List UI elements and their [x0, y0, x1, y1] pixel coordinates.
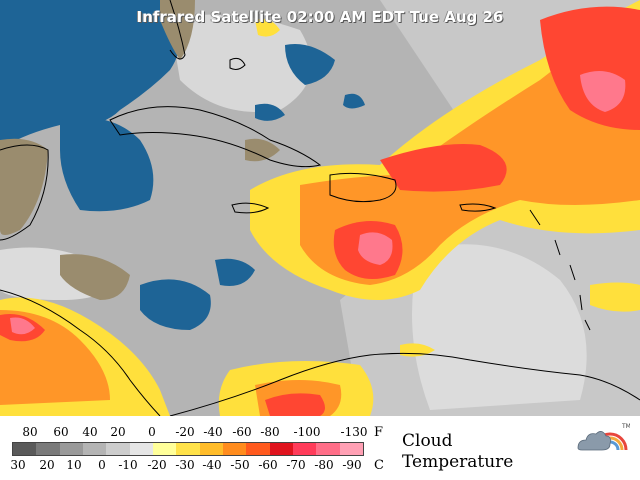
coastline-cuba	[109, 106, 322, 168]
c-tick: 20	[39, 458, 55, 472]
c-tick: 30	[10, 458, 26, 472]
cloud-temperature-label: Cloud Temperature	[402, 431, 513, 473]
fahrenheit-scale: 80 60 40 20 0 -20 -40 -60 -80 -100 -130	[10, 425, 368, 439]
f-tick: -40	[203, 425, 223, 439]
cloud-yellow-east	[590, 282, 640, 312]
clear-ocean-patch	[255, 103, 285, 121]
celsius-unit: C	[374, 458, 384, 473]
cloud-white-patch	[170, 14, 312, 112]
f-tick: 40	[82, 425, 98, 439]
c-tick: -40	[202, 458, 222, 472]
land-yucatan	[0, 138, 48, 235]
f-tick: -60	[232, 425, 252, 439]
c-tick: -10	[118, 458, 138, 472]
scale-swatch	[246, 443, 270, 455]
coastline-yucatan	[0, 144, 49, 241]
weather-logo-icon: TM	[577, 423, 630, 451]
scale-swatch	[199, 443, 223, 455]
clear-ocean-gulf	[0, 0, 182, 150]
c-tick: 10	[66, 458, 82, 472]
legend: 80 60 40 20 0 -20 -40 -60 -80 -100 -130 …	[0, 416, 640, 480]
clear-ocean-patch	[343, 93, 365, 109]
cloud-pink-core	[10, 317, 35, 335]
color-scale-bar	[12, 442, 364, 456]
map-title: Infrared Satellite 02:00 AM EDT Tue Aug …	[136, 8, 504, 26]
cloud-yellow-north	[255, 18, 280, 37]
scale-swatch	[13, 443, 37, 455]
cloud-red-south	[265, 393, 325, 416]
f-tick: -130	[340, 425, 368, 439]
clear-ocean-caribbean	[215, 258, 255, 286]
c-tick: -80	[314, 458, 334, 472]
c-tick: -60	[258, 458, 278, 472]
cloud-pink-core	[358, 232, 393, 265]
clear-ocean-atlantic	[285, 44, 335, 85]
c-tick: -20	[147, 458, 167, 472]
clear-ocean-gulf	[60, 117, 154, 212]
land-florida	[160, 0, 195, 60]
c-tick: -90	[342, 458, 362, 472]
scale-swatch	[59, 443, 83, 455]
scale-swatch	[222, 443, 247, 455]
scale-swatch	[106, 443, 130, 455]
c-tick: -70	[286, 458, 306, 472]
c-tick: -50	[230, 458, 250, 472]
f-tick: 60	[53, 425, 69, 439]
cloud-pink-core	[580, 71, 626, 112]
f-tick: -20	[175, 425, 195, 439]
coastline-puerto-rico	[459, 203, 497, 212]
celsius-scale: 30 20 10 0 -10 -20 -30 -40 -50 -60 -70 -…	[10, 458, 365, 472]
cloud-red-band	[380, 144, 507, 192]
scale-swatch	[316, 443, 340, 455]
clear-ocean-caribbean	[140, 279, 211, 330]
f-tick: 80	[22, 425, 38, 439]
f-tick: 0	[148, 425, 156, 439]
c-tick: 0	[98, 458, 106, 472]
label-line-2: Temperature	[402, 452, 514, 472]
scale-swatch	[292, 443, 317, 455]
land-central-america	[60, 254, 130, 300]
scale-swatch	[129, 443, 153, 455]
scale-swatch	[269, 443, 293, 455]
logo-mark: TM	[621, 423, 630, 430]
scale-swatch	[36, 443, 60, 455]
scale-swatch	[82, 443, 107, 455]
scale-swatch	[339, 443, 363, 455]
coastline-jamaica	[231, 202, 270, 214]
coastline-florida	[169, 0, 186, 60]
c-tick: -30	[175, 458, 195, 472]
cloud-white-patch	[412, 244, 587, 410]
coastline-bahamas	[229, 57, 246, 70]
satellite-map	[0, 0, 640, 416]
coastlines	[0, 0, 640, 416]
fahrenheit-unit: F	[374, 425, 384, 440]
coastline-antilles	[529, 209, 591, 331]
label-line-1: Cloud	[402, 431, 453, 451]
coastline-central-america	[0, 289, 161, 416]
f-tick: -100	[293, 425, 321, 439]
scale-swatch	[152, 443, 177, 455]
coastline-hispaniola	[329, 172, 397, 203]
f-tick: -80	[260, 425, 280, 439]
coastline-south-america	[169, 352, 640, 416]
scale-swatch	[176, 443, 200, 455]
f-tick: 20	[110, 425, 126, 439]
land-cuba-east	[245, 138, 280, 162]
